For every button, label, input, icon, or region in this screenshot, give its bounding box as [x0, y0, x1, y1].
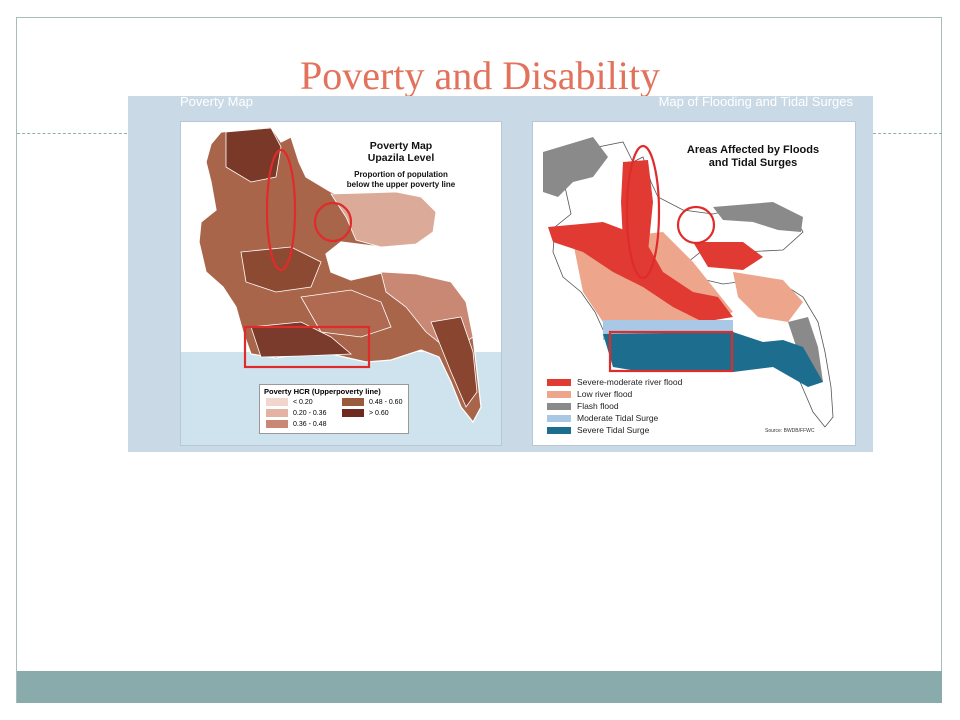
footer-bar: [17, 671, 942, 703]
legend-swatch: [547, 379, 571, 387]
flood-map-panel: Areas Affected by Floods and Tidal Surge…: [532, 121, 856, 446]
flood-legend-item: Severe Tidal Surge: [547, 425, 747, 437]
legend-label: Flash flood: [577, 401, 619, 411]
slide-title: Poverty and Disability: [300, 53, 660, 98]
flash-flood-ne: [713, 202, 803, 232]
legend-label: 0.20 - 0.36: [293, 410, 327, 417]
poverty-map-header: Poverty Map: [180, 94, 253, 109]
legend-swatch: [266, 420, 288, 429]
legend-label: Severe Tidal Surge: [577, 425, 650, 435]
severe-flood-east: [693, 242, 763, 270]
poverty-legend-item: < 0.20: [266, 398, 313, 407]
poverty-legend-item: 0.48 - 0.60: [342, 398, 402, 407]
flood-legend-item: Low river flood: [547, 389, 747, 401]
flood-legend-item: Moderate Tidal Surge: [547, 413, 747, 425]
highlight-rect-coast: [608, 330, 734, 373]
severe-tidal-surge: [603, 332, 823, 387]
highlight-circle-center: [676, 205, 716, 245]
flood-map-header: Map of Flooding and Tidal Surges: [658, 94, 853, 109]
poverty-map-title-line1: Poverty Map: [369, 140, 433, 152]
flood-map-title-line1: Areas Affected by Floods: [686, 144, 820, 156]
legend-swatch: [266, 398, 288, 407]
legend-swatch: [266, 409, 288, 418]
legend-swatch: [547, 415, 571, 423]
legend-swatch: [342, 398, 364, 407]
legend-label: Severe-moderate river flood: [577, 377, 683, 387]
flash-flood-nw: [543, 137, 608, 197]
flash-flood-east: [788, 317, 823, 382]
divider-right: [873, 133, 942, 134]
highlight-rect-coast: [243, 325, 371, 369]
divider-left: [17, 133, 127, 134]
poverty-legend-item: 0.20 - 0.36: [266, 409, 326, 418]
severe-flood-central: [548, 222, 733, 322]
highlight-ellipse-north: [625, 144, 661, 280]
region-south: [250, 321, 353, 358]
poverty-map-subtitle-line2: below the upper poverty line: [346, 180, 456, 189]
poverty-legend-item: 0.36 - 0.48: [266, 420, 326, 429]
poverty-map-panel: Poverty Map Upazila Level Proportion of …: [180, 121, 502, 446]
poverty-map-title: Poverty Map Upazila Level: [331, 140, 471, 164]
flood-legend: Severe-moderate river flood Low river fl…: [547, 377, 747, 437]
low-river-flood-east: [733, 272, 803, 322]
poverty-map-subtitle: Proportion of population below the upper…: [321, 170, 481, 190]
legend-swatch: [547, 427, 571, 435]
region-dark-north: [225, 127, 282, 183]
highlight-ellipse-north: [265, 148, 297, 272]
poverty-map-title-line2: Upazila Level: [367, 152, 435, 164]
legend-label: Moderate Tidal Surge: [577, 413, 659, 423]
legend-swatch: [342, 409, 364, 418]
poverty-legend-title: Poverty HCR (Upperpoverty line): [264, 387, 381, 396]
region-southeast: [430, 316, 478, 408]
flood-map-source: Source: BWDB/FFWC: [765, 428, 815, 434]
legend-label: 0.48 - 0.60: [369, 399, 403, 406]
flood-map-title-line2: and Tidal Surges: [708, 157, 798, 169]
legend-label: 0.36 - 0.48: [293, 421, 327, 428]
flood-map-image: [543, 137, 834, 428]
legend-label: < 0.20: [293, 399, 313, 406]
highlight-circle-center: [313, 201, 353, 243]
legend-label: Low river flood: [577, 389, 633, 399]
poverty-map-subtitle-line1: Proportion of population: [354, 170, 448, 179]
flood-legend-item: Flash flood: [547, 401, 747, 413]
flood-map-title: Areas Affected by Floods and Tidal Surge…: [653, 144, 853, 170]
poverty-legend-item: > 0.60: [342, 409, 389, 418]
poverty-legend: Poverty HCR (Upperpoverty line) < 0.20 0…: [259, 384, 409, 434]
legend-swatch: [547, 391, 571, 399]
legend-swatch: [547, 403, 571, 411]
flood-legend-item: Severe-moderate river flood: [547, 377, 747, 389]
legend-label: > 0.60: [369, 410, 389, 417]
